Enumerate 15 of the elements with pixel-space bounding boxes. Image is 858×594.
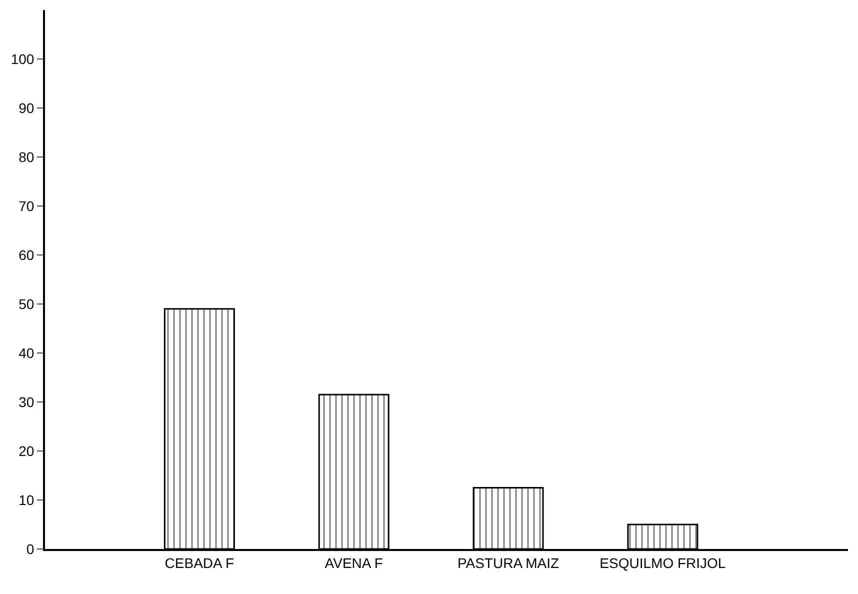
x-tick-label: PASTURA MAIZ: [457, 554, 560, 571]
x-tick-label: CEBADA F: [164, 554, 234, 571]
y-tick-label: 30: [18, 394, 34, 410]
y-tick-label: 60: [18, 246, 34, 263]
y-tick-label: 10: [18, 492, 34, 508]
y-tick-label: 80: [18, 148, 34, 165]
y-tick-label: 50: [18, 296, 34, 312]
y-tick-label: 100: [10, 50, 34, 67]
y-tick-label: 90: [18, 100, 34, 116]
y-tick-label: 0: [26, 540, 34, 557]
x-tick-label: ESQUILMO FRIJOL: [600, 554, 726, 571]
y-tick-label: 40: [18, 344, 34, 361]
y-tick-label: 20: [18, 442, 34, 459]
x-tick-label: AVENA F: [324, 554, 383, 571]
y-tick-label: 70: [18, 198, 34, 214]
